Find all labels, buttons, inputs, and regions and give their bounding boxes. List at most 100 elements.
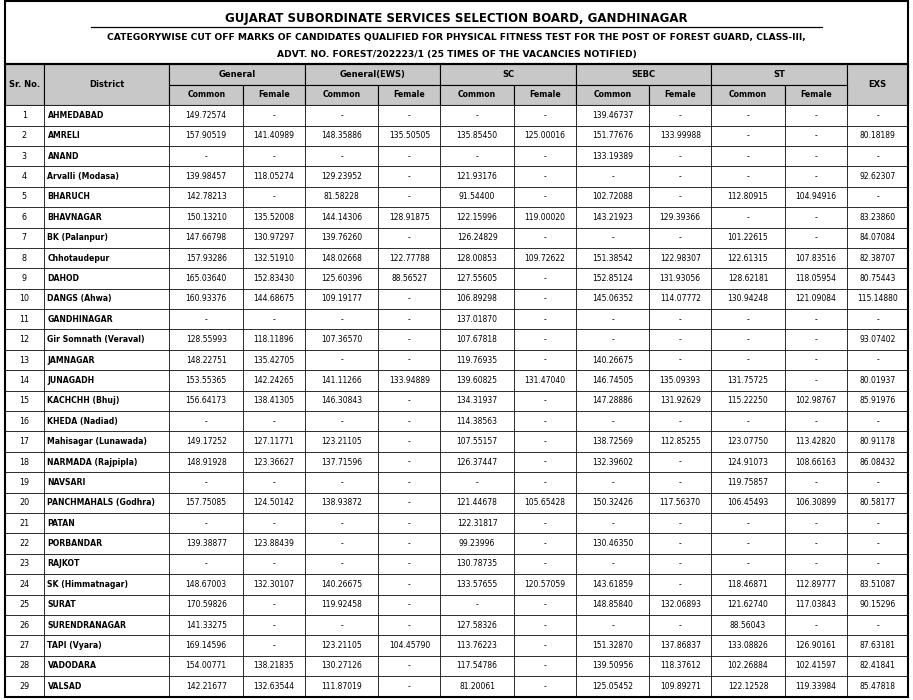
- Text: 149.72574: 149.72574: [185, 111, 226, 120]
- Text: 130.46350: 130.46350: [592, 539, 634, 548]
- Text: -: -: [341, 111, 343, 120]
- Text: 102.72088: 102.72088: [593, 193, 633, 202]
- Text: 125.05452: 125.05452: [592, 682, 633, 691]
- Text: -: -: [543, 315, 546, 324]
- Text: -: -: [876, 519, 879, 528]
- Text: 7: 7: [22, 233, 26, 242]
- Text: -: -: [679, 315, 682, 324]
- Text: 107.83516: 107.83516: [795, 253, 836, 262]
- Text: 82.41841: 82.41841: [859, 662, 896, 671]
- Text: 125.00016: 125.00016: [524, 132, 565, 140]
- Text: -: -: [543, 172, 546, 181]
- Text: -: -: [679, 335, 682, 344]
- Text: 135.42705: 135.42705: [254, 356, 295, 365]
- Text: 21: 21: [19, 519, 29, 528]
- Text: Common: Common: [593, 90, 632, 99]
- Text: -: -: [814, 111, 817, 120]
- Text: 154.00771: 154.00771: [185, 662, 226, 671]
- Text: 121.93176: 121.93176: [456, 172, 498, 181]
- Text: -: -: [273, 641, 276, 650]
- Text: -: -: [543, 539, 546, 548]
- Text: 25: 25: [19, 600, 29, 609]
- Text: 106.89298: 106.89298: [456, 295, 498, 303]
- Text: 128.00853: 128.00853: [456, 253, 498, 262]
- Text: JAMNAGAR: JAMNAGAR: [47, 356, 95, 365]
- Text: 5: 5: [22, 193, 26, 202]
- Text: -: -: [747, 315, 750, 324]
- Text: 169.14596: 169.14596: [185, 641, 226, 650]
- Text: -: -: [273, 559, 276, 568]
- Text: KACHCHH (Bhuj): KACHCHH (Bhuj): [47, 396, 120, 405]
- Text: 113.76223: 113.76223: [456, 641, 498, 650]
- Text: SC: SC: [502, 70, 514, 79]
- Text: -: -: [611, 233, 614, 242]
- Text: -: -: [543, 478, 546, 487]
- Text: 148.35886: 148.35886: [321, 132, 362, 140]
- Text: 123.21105: 123.21105: [321, 437, 362, 446]
- Text: 109.72622: 109.72622: [524, 253, 565, 262]
- Text: -: -: [408, 621, 411, 629]
- Text: 147.28886: 147.28886: [593, 396, 633, 405]
- Text: 138.21835: 138.21835: [254, 662, 294, 671]
- Text: 117.54786: 117.54786: [456, 662, 498, 671]
- Text: -: -: [273, 621, 276, 629]
- Text: -: -: [876, 315, 879, 324]
- Text: 80.01937: 80.01937: [859, 376, 896, 385]
- Text: -: -: [543, 559, 546, 568]
- Text: Common: Common: [729, 90, 767, 99]
- Text: 129.39366: 129.39366: [660, 213, 701, 222]
- Text: 85.91976: 85.91976: [859, 396, 896, 405]
- Text: 122.98307: 122.98307: [660, 253, 700, 262]
- Text: -: -: [679, 580, 682, 589]
- Text: Chhotaudepur: Chhotaudepur: [47, 253, 110, 262]
- Text: 112.89777: 112.89777: [795, 580, 836, 589]
- Text: SURAT: SURAT: [47, 600, 76, 609]
- Text: -: -: [543, 233, 546, 242]
- Text: -: -: [543, 152, 546, 161]
- Text: -: -: [611, 172, 614, 181]
- Text: Common: Common: [458, 90, 496, 99]
- Text: 123.88439: 123.88439: [254, 539, 294, 548]
- Text: 150.32426: 150.32426: [592, 498, 633, 508]
- Text: 130.78735: 130.78735: [456, 559, 498, 568]
- Text: 82.38707: 82.38707: [859, 253, 896, 262]
- Text: -: -: [611, 335, 614, 344]
- Text: 132.06893: 132.06893: [660, 600, 701, 609]
- Text: -: -: [273, 519, 276, 528]
- Text: 146.74505: 146.74505: [592, 376, 634, 385]
- Text: 126.24829: 126.24829: [456, 233, 498, 242]
- Text: -: -: [408, 416, 411, 426]
- Text: BHARUCH: BHARUCH: [47, 193, 90, 202]
- Text: -: -: [408, 335, 411, 344]
- Text: General(EWS): General(EWS): [340, 70, 405, 79]
- Text: -: -: [747, 335, 750, 344]
- Text: RAJKOT: RAJKOT: [47, 559, 80, 568]
- Text: 149.17252: 149.17252: [186, 437, 226, 446]
- Text: 112.80915: 112.80915: [728, 193, 769, 202]
- Text: -: -: [408, 519, 411, 528]
- Text: -: -: [408, 539, 411, 548]
- Text: 119.33984: 119.33984: [795, 682, 836, 691]
- Text: -: -: [814, 416, 817, 426]
- Text: -: -: [543, 662, 546, 671]
- Text: -: -: [273, 193, 276, 202]
- Text: 139.98457: 139.98457: [185, 172, 226, 181]
- Text: -: -: [408, 478, 411, 487]
- Text: 137.86837: 137.86837: [660, 641, 701, 650]
- Text: 102.98767: 102.98767: [795, 396, 836, 405]
- Text: -: -: [408, 682, 411, 691]
- Text: 107.55157: 107.55157: [456, 437, 498, 446]
- Text: 29: 29: [19, 682, 29, 691]
- Text: -: -: [341, 152, 343, 161]
- Text: -: -: [476, 111, 478, 120]
- Text: 142.21677: 142.21677: [186, 682, 226, 691]
- Text: -: -: [273, 111, 276, 120]
- Text: 120.57059: 120.57059: [524, 580, 565, 589]
- Text: -: -: [747, 172, 750, 181]
- Text: -: -: [814, 233, 817, 242]
- Text: 143.61859: 143.61859: [592, 580, 633, 589]
- Text: 131.47040: 131.47040: [524, 376, 565, 385]
- Text: 128.91875: 128.91875: [389, 213, 430, 222]
- Text: -: -: [814, 539, 817, 548]
- Text: 118.11896: 118.11896: [254, 335, 294, 344]
